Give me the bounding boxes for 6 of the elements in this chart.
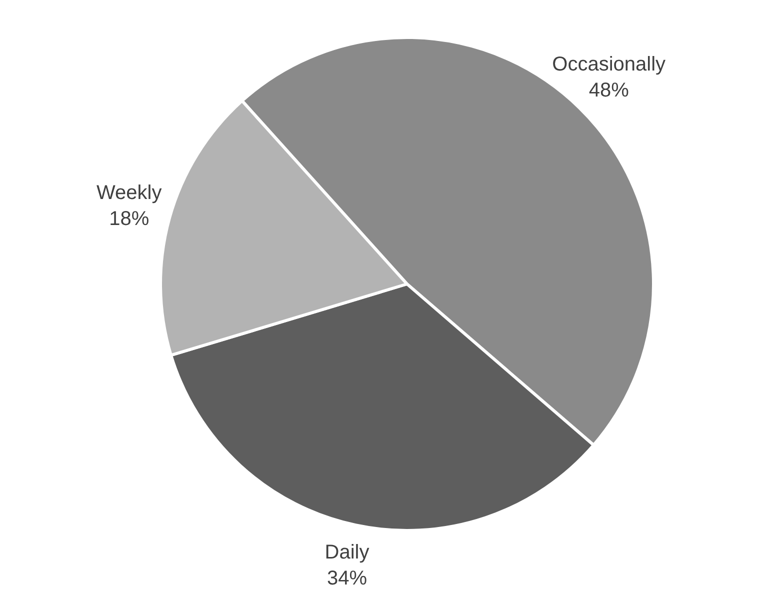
slice-label: Weekly — [96, 182, 162, 204]
data-label: 18% — [109, 208, 150, 230]
data-label: 34% — [327, 568, 368, 590]
slice-label: Daily — [324, 542, 370, 564]
data-label: 48% — [588, 79, 630, 102]
slice-label: Occasionally — [552, 53, 666, 76]
